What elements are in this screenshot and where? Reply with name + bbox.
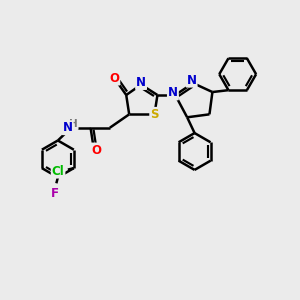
- Text: N: N: [168, 86, 178, 99]
- Text: N: N: [136, 76, 146, 89]
- Text: S: S: [150, 108, 159, 121]
- Text: N: N: [187, 74, 196, 87]
- Text: O: O: [92, 143, 101, 157]
- Text: O: O: [109, 72, 119, 85]
- Text: F: F: [51, 187, 59, 200]
- Text: N: N: [63, 121, 73, 134]
- Text: Cl: Cl: [52, 165, 64, 178]
- Text: H: H: [69, 119, 78, 129]
